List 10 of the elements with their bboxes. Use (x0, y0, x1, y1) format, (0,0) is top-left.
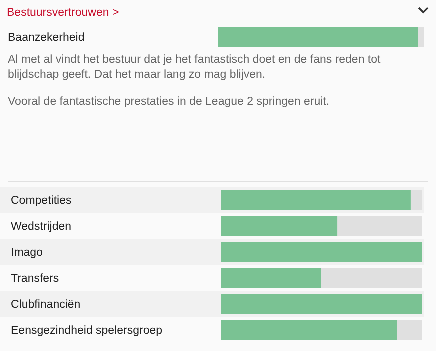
y-tick-label: Wedstrijden (11, 221, 72, 233)
y-tick-label: Imago (11, 247, 43, 259)
text: Bestuursvertrouwen > (7, 7, 120, 19)
annotation: Al met al vindt het bestuur dat je het fantastisch doet en de fans reden tot blijdschap geeft. Dat het maar lang zo mag blijven. (8, 54, 382, 81)
y-tick-label: Eensgezindheid spelersgroep (11, 325, 163, 337)
y-tick-label: Clubfinanciën (11, 299, 81, 311)
y-tick-label: Competities (11, 195, 72, 207)
text: Vooral de fantastische prestaties in de League 2 springen eruit. (8, 96, 330, 108)
y-tick-label: Transfers (11, 273, 60, 285)
y-tick-label: Baanzekerheid (8, 32, 85, 44)
